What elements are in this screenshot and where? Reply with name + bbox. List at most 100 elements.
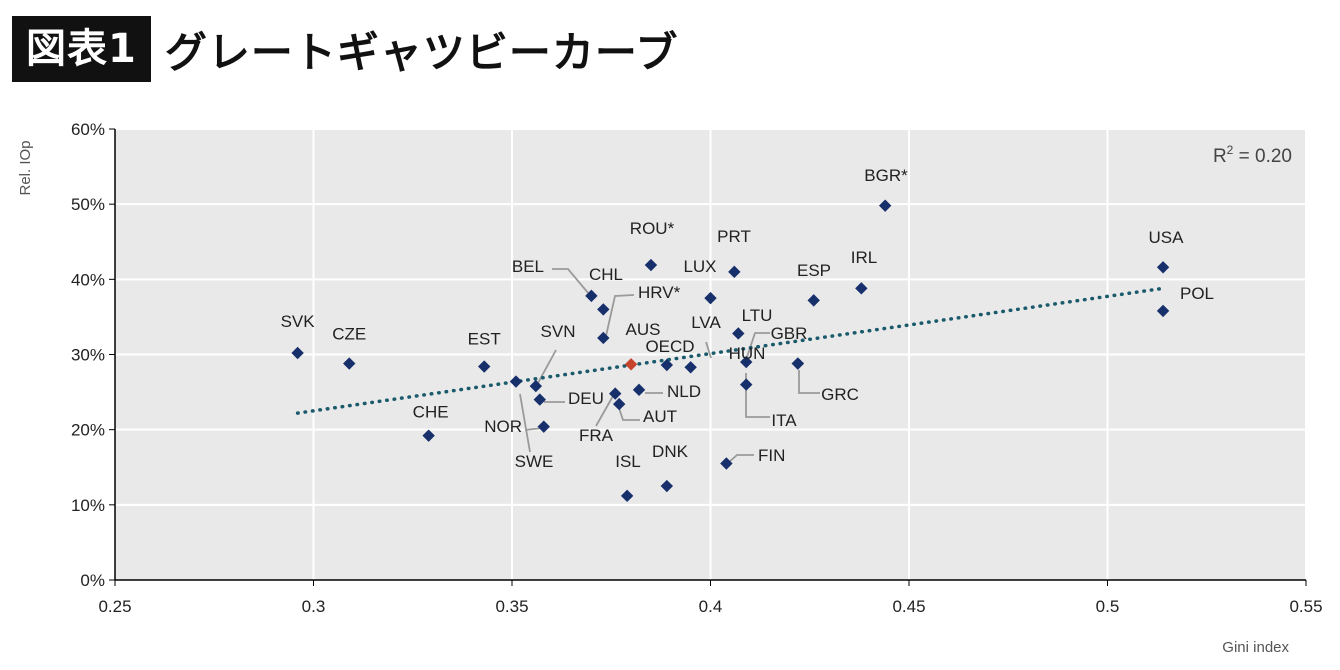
point-label-hun: HUN bbox=[729, 344, 766, 363]
r-squared-superscript: 2 bbox=[1227, 143, 1234, 157]
data-point-grc bbox=[791, 357, 805, 370]
y-tick-label: 10% bbox=[71, 496, 105, 515]
x-tick-label: 0.45 bbox=[892, 597, 925, 616]
data-point-lux bbox=[704, 291, 717, 305]
figure-header: 図表1 グレートギャツビーカーブ bbox=[12, 14, 678, 84]
data-point-pol bbox=[1156, 304, 1170, 318]
data-point-oecd bbox=[660, 358, 674, 372]
point-label-che: CHE bbox=[413, 403, 449, 422]
point-label-gbr: GBR bbox=[771, 324, 808, 343]
point-label-nld: NLD bbox=[667, 382, 701, 401]
x-tick-label: 0.55 bbox=[1289, 597, 1322, 616]
data-points bbox=[291, 199, 1170, 503]
leader-line-fin bbox=[727, 454, 754, 464]
data-point-chl bbox=[585, 289, 598, 303]
data-point-nor bbox=[537, 420, 550, 433]
point-labels: SVK CZE CHE EST SWE SVN DEU NOR CHL BEL HRV* FRA AUT… bbox=[281, 166, 1214, 471]
data-point-cze bbox=[343, 357, 356, 370]
point-label-est: EST bbox=[468, 330, 501, 349]
leader-line-bel bbox=[552, 268, 590, 295]
point-label-svn: SVN bbox=[541, 322, 576, 341]
data-point-rou bbox=[644, 258, 658, 272]
point-label-aut: AUT bbox=[643, 407, 677, 426]
y-tick-label: 0% bbox=[80, 571, 105, 590]
data-point-irl bbox=[855, 282, 868, 295]
y-axis-label: Rel. IOp bbox=[17, 140, 34, 195]
data-point-nld bbox=[632, 383, 646, 397]
point-label-dnk: DNK bbox=[652, 442, 689, 461]
x-tick-label: 0.35 bbox=[495, 597, 528, 616]
r-squared-annotation: R2 = 0.20 bbox=[1213, 143, 1292, 167]
x-tick-label: 0.4 bbox=[699, 597, 723, 616]
leader-line-grc bbox=[798, 370, 820, 394]
y-tick-label: 30% bbox=[71, 346, 105, 365]
point-label-grc: GRC bbox=[821, 385, 859, 404]
point-label-cze: CZE bbox=[332, 325, 366, 344]
point-label-ita: ITA bbox=[771, 411, 797, 430]
trendline bbox=[295, 286, 1165, 415]
data-point-svn bbox=[529, 379, 543, 393]
point-label-fin: FIN bbox=[758, 446, 785, 465]
point-label-nor: NOR bbox=[484, 417, 522, 436]
r-squared-value: = 0.20 bbox=[1233, 146, 1292, 167]
point-label-irl: IRL bbox=[851, 248, 877, 267]
data-point-esp bbox=[807, 294, 820, 307]
point-label-esp: ESP bbox=[797, 261, 831, 280]
data-point-hun bbox=[740, 355, 753, 369]
axes bbox=[114, 129, 1306, 581]
data-point-prt bbox=[728, 265, 741, 279]
point-label-prt: PRT bbox=[717, 227, 751, 246]
leader-line-lva bbox=[705, 341, 712, 359]
tick-labels: 0% 10% 20% 30% 40% 50% 60% 0.25 0.3 0.35 0.4 0.45 0.… bbox=[71, 120, 1323, 616]
point-label-deu: DEU bbox=[568, 389, 604, 408]
leader-line-aut bbox=[618, 407, 640, 421]
x-tick-label: 0.25 bbox=[98, 597, 131, 616]
r-squared-symbol: R bbox=[1213, 146, 1227, 167]
y-tick-label: 20% bbox=[71, 421, 105, 440]
data-point-aut bbox=[612, 397, 626, 411]
data-point-usa bbox=[1156, 261, 1170, 274]
data-point-dnk bbox=[660, 479, 674, 493]
leader-line-fra bbox=[595, 395, 614, 427]
data-point-hrv bbox=[597, 331, 610, 345]
leader-line-hrv bbox=[605, 294, 635, 337]
point-label-aus: AUS bbox=[626, 320, 661, 339]
point-label-pol: POL bbox=[1180, 284, 1214, 303]
point-label-swe: SWE bbox=[515, 452, 554, 471]
x-axis-label: Gini index bbox=[1222, 639, 1289, 656]
figure-number-badge: 図表1 bbox=[12, 16, 151, 82]
data-point-lva bbox=[684, 361, 697, 374]
data-point-est bbox=[478, 360, 491, 373]
data-point-isl bbox=[620, 489, 634, 503]
data-point-ltu bbox=[732, 327, 745, 340]
data-point-ita bbox=[740, 378, 753, 391]
leader-line-swe bbox=[519, 393, 531, 453]
data-point-svk bbox=[291, 346, 304, 360]
figure-title: グレートギャツビーカーブ bbox=[164, 27, 679, 77]
data-point-che bbox=[422, 429, 435, 442]
x-tick-label: 0.5 bbox=[1096, 597, 1120, 616]
data-point-fin bbox=[720, 457, 733, 470]
x-tick-label: 0.3 bbox=[302, 597, 326, 616]
point-label-isl: ISL bbox=[615, 452, 641, 471]
point-label-fra: FRA bbox=[579, 426, 614, 445]
point-label-bel: BEL bbox=[512, 257, 544, 276]
trendline-group bbox=[295, 286, 1165, 415]
data-point-bel bbox=[597, 303, 610, 316]
leader-line-gbr bbox=[744, 332, 770, 364]
point-label-bgr: BGR* bbox=[864, 166, 908, 185]
point-label-lva: LVA bbox=[691, 313, 721, 332]
point-label-hrv: HRV* bbox=[638, 283, 681, 302]
data-point-deu bbox=[533, 393, 546, 406]
point-label-lux: LUX bbox=[683, 257, 716, 276]
data-point-fra bbox=[609, 387, 622, 400]
point-label-usa: USA bbox=[1149, 228, 1185, 247]
point-label-chl: CHL bbox=[589, 265, 623, 284]
point-label-svk: SVK bbox=[281, 312, 316, 331]
y-tick-label: 40% bbox=[71, 270, 105, 289]
data-point-bgr bbox=[878, 199, 892, 212]
y-tick-label: 60% bbox=[71, 120, 105, 139]
data-point-aus bbox=[624, 358, 638, 371]
y-tick-label: 50% bbox=[71, 195, 105, 214]
